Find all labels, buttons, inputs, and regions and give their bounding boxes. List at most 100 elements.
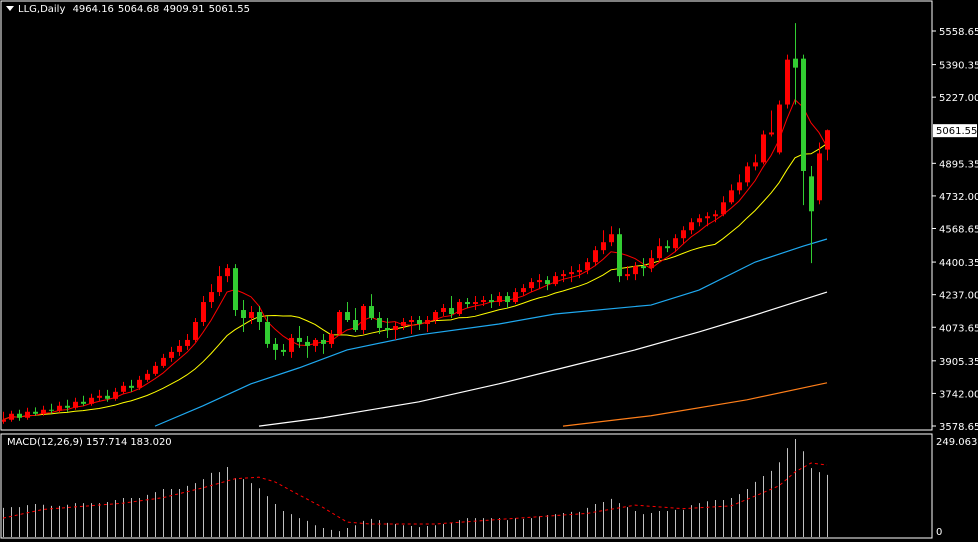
current-price-label: 5061.55 bbox=[936, 126, 977, 137]
open-value: 4964.16 bbox=[72, 4, 114, 15]
candle bbox=[105, 389, 110, 402]
candle-body bbox=[705, 216, 710, 219]
candle bbox=[569, 266, 574, 283]
macd-name: MACD(12,26,9) bbox=[7, 437, 83, 448]
candle-body bbox=[49, 409, 54, 411]
dropdown-triangle-icon[interactable] bbox=[6, 6, 14, 11]
candle bbox=[345, 302, 350, 322]
candle-body bbox=[601, 242, 606, 251]
candle bbox=[289, 333, 294, 358]
candle-body bbox=[761, 134, 766, 163]
candle-body bbox=[721, 202, 726, 215]
candle bbox=[409, 316, 414, 334]
candle-body bbox=[217, 276, 222, 293]
candle-body bbox=[545, 280, 550, 285]
candle-body bbox=[633, 266, 638, 275]
candle bbox=[793, 23, 798, 105]
candle bbox=[249, 306, 254, 324]
price-tick-label: 4732.00 bbox=[939, 192, 978, 203]
candle bbox=[25, 407, 30, 420]
price-tick-label: 5558.65 bbox=[939, 27, 978, 38]
candle-body bbox=[257, 312, 262, 322]
macd-label: MACD(12,26,9) 157.714 183.020 bbox=[7, 437, 175, 448]
candle bbox=[809, 165, 814, 264]
candle-body bbox=[449, 308, 454, 315]
candle-body bbox=[497, 296, 502, 303]
macd-signal-line bbox=[2, 462, 828, 525]
candle-body bbox=[593, 250, 598, 263]
candle-body bbox=[193, 321, 198, 340]
candle-body bbox=[553, 276, 558, 285]
candle-body bbox=[689, 222, 694, 231]
candle bbox=[369, 294, 374, 320]
candle-body bbox=[649, 258, 654, 269]
candle-body bbox=[353, 319, 358, 330]
candle bbox=[457, 299, 462, 317]
candle-body bbox=[729, 190, 734, 203]
main-panel-frame bbox=[0, 0, 933, 431]
symbol-timeframe: LLG,Daily bbox=[18, 4, 66, 15]
price-tick-label: 4073.65 bbox=[939, 323, 978, 334]
candle-body bbox=[425, 319, 430, 324]
current-price-box bbox=[933, 124, 977, 138]
candle-body bbox=[161, 357, 166, 366]
candle-body bbox=[89, 397, 94, 404]
candle bbox=[713, 210, 718, 223]
candle-body bbox=[113, 391, 118, 399]
candle bbox=[561, 270, 566, 283]
candle-body bbox=[777, 104, 782, 153]
candle bbox=[601, 230, 606, 255]
candle-body bbox=[321, 339, 326, 344]
candle bbox=[33, 407, 38, 416]
candle bbox=[129, 379, 134, 392]
candle-body bbox=[521, 288, 526, 293]
candle bbox=[537, 274, 542, 289]
candle-body bbox=[97, 395, 102, 398]
candle-body bbox=[265, 321, 270, 344]
candle bbox=[433, 310, 438, 324]
candle-body bbox=[569, 272, 574, 275]
price-tick-label: 4568.65 bbox=[939, 225, 978, 236]
candle-body bbox=[289, 337, 294, 352]
candle bbox=[513, 288, 518, 305]
candle-body bbox=[249, 312, 254, 319]
candle bbox=[57, 401, 62, 413]
candle-body bbox=[441, 308, 446, 313]
candle bbox=[145, 369, 150, 382]
candle-body bbox=[737, 182, 742, 191]
candle bbox=[777, 100, 782, 155]
candle-body bbox=[673, 238, 678, 249]
candle-body bbox=[473, 302, 478, 305]
candle bbox=[385, 318, 390, 338]
candle-body bbox=[489, 300, 494, 303]
candle-body bbox=[561, 274, 566, 277]
candle-body bbox=[377, 318, 382, 328]
candle bbox=[769, 110, 774, 137]
candle bbox=[649, 250, 654, 273]
candle bbox=[329, 329, 334, 348]
candle-body bbox=[681, 230, 686, 239]
candle bbox=[665, 240, 670, 253]
candle-body bbox=[801, 58, 806, 171]
candle bbox=[169, 346, 174, 362]
moving-average-line bbox=[154, 238, 828, 427]
candle-body bbox=[201, 302, 206, 322]
candle bbox=[17, 409, 22, 421]
candle-body bbox=[361, 306, 366, 330]
candle-body bbox=[25, 411, 30, 418]
candle-body bbox=[81, 401, 86, 404]
candle bbox=[529, 278, 534, 293]
candle bbox=[449, 296, 454, 319]
macd-tick-label: 0 bbox=[936, 527, 942, 538]
candle bbox=[361, 304, 366, 334]
candle bbox=[801, 54, 806, 206]
candle bbox=[721, 196, 726, 217]
candle-body bbox=[9, 413, 14, 420]
candle bbox=[377, 312, 382, 334]
candle-body bbox=[145, 373, 150, 380]
candle-body bbox=[609, 234, 614, 243]
candle bbox=[585, 258, 590, 275]
price-tick-label: 4237.00 bbox=[939, 291, 978, 302]
candle-body bbox=[385, 327, 390, 330]
